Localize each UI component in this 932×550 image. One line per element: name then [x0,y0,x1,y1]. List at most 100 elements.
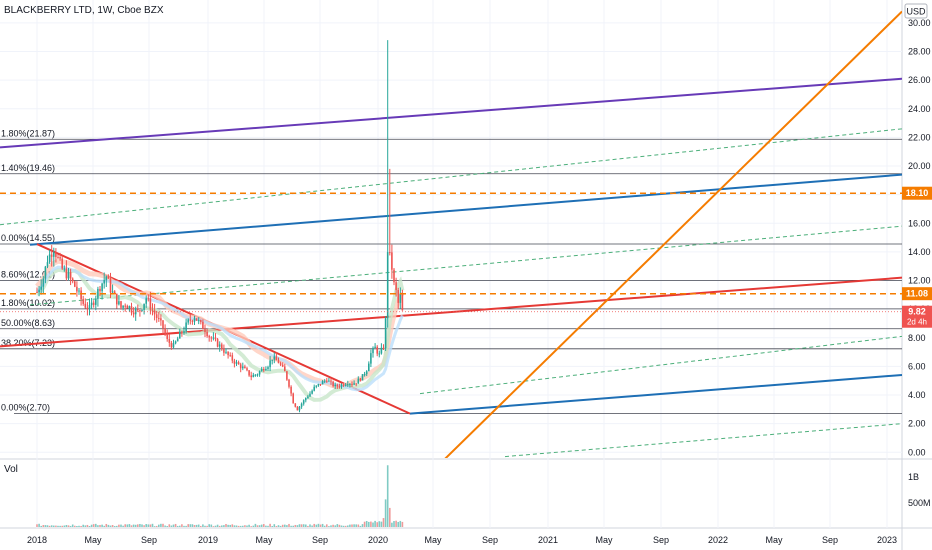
candle-body [50,254,53,257]
candle-body [105,276,108,281]
candle-body [288,379,290,387]
volume-bar [139,523,141,527]
candle-body [269,360,271,368]
orange-uptrend-line [444,10,902,458]
candle-body [332,381,334,387]
volume-bar [46,525,49,527]
candle-body [365,371,368,375]
volume-bar [305,524,307,527]
currency-badge[interactable]: USD [904,3,928,19]
candle-body [378,353,381,355]
candle-body [216,339,219,347]
candle-body [315,385,318,387]
x-tick-label: 2021 [538,535,558,545]
candle-body [193,318,196,322]
volume-bar [204,525,206,527]
x-tick-label: Sep [822,535,838,545]
volume-bar [363,521,366,527]
volume-bar [105,523,108,527]
x-tick-label: May [424,535,442,545]
candle-body [294,403,297,407]
candle-body [359,378,362,381]
candle-body [170,342,173,348]
volume-bar [399,520,402,527]
candle-body [319,383,322,385]
candle-body [166,333,168,339]
candle-body [334,384,336,387]
candle-body [305,398,307,401]
volume-bar [48,525,51,527]
bar-countdown-label: 2d 4h [907,318,927,327]
candle-body [221,344,223,350]
volume-bar [237,525,240,527]
x-tick-label: Sep [312,535,328,545]
candle-body [254,374,257,376]
horizontal-price-lines[interactable] [0,192,902,313]
price-axis[interactable]: 30.0028.0026.0024.0022.0020.0018.0016.00… [908,18,931,508]
candle-body [395,282,397,291]
candle-body [57,257,59,259]
candle-body [42,278,45,287]
volume-bar [158,524,160,527]
candle-body [69,272,72,279]
volume-bar [365,520,368,527]
volume-bar [153,526,156,527]
volume-bar [160,523,162,527]
x-tick-label: May [765,535,783,545]
volume-tick-label: 500M [908,498,931,508]
volume-bar [63,525,66,527]
plot-area[interactable] [0,0,902,528]
candle-body [202,321,204,330]
fibonacci-levels[interactable]: 1.80%(21.87) 1.40%(19.46) 0.00%(14.55) 8.60… [0,128,902,415]
candle-body [323,380,326,382]
volume-bar [179,525,181,527]
candle-body [78,290,80,292]
volume-bar [225,523,227,527]
volume-bar [200,525,202,527]
volume-bar [321,523,324,527]
candle-body [267,367,269,369]
volume-bar [334,525,336,527]
candle-body [183,331,185,333]
blue-channel-lower [409,373,902,415]
volume-bar [395,520,397,527]
y-tick-label: 4.00 [908,390,926,400]
volume-bar [191,524,194,527]
volume-bar [311,525,313,527]
candlesticks[interactable] [36,40,404,413]
y-tick-label: 16.00 [908,218,931,228]
candle-body [384,318,387,349]
last-price-label: 9.82 [908,307,926,317]
volume-bar [118,524,120,527]
volume-bar [38,523,40,527]
candle-body [300,403,303,407]
y-tick-label: 8.00 [908,333,926,343]
candle-body [116,293,118,305]
candle-body [139,310,141,312]
candle-body [191,320,194,322]
volume-bar [260,524,263,527]
volume-bar [162,523,164,527]
volume-bar [53,525,55,527]
candle-body [48,254,51,263]
volume-bar [248,524,250,527]
candle-body [145,298,147,304]
volume-bar [342,525,345,527]
ma-ribbon-upper [35,258,405,389]
candle-body [130,306,133,313]
candle-body [242,366,244,369]
candle-body [113,291,116,294]
ma-ribbon-slow [35,265,404,392]
candle-body [151,309,154,311]
green-dotted-lower [419,335,902,395]
candle-body [36,291,38,293]
y-tick-label: 6.00 [908,361,926,371]
volume-bar [82,524,84,527]
y-tick-label: 0.00 [908,447,926,457]
fib-level-label: 1.80%(10.02) [1,298,55,308]
time-axis[interactable]: 2018 May Sep 2019 May Sep 2020 May Sep 2021 May Sep… [27,535,897,545]
candle-body [147,298,150,300]
candle-body [122,305,124,308]
